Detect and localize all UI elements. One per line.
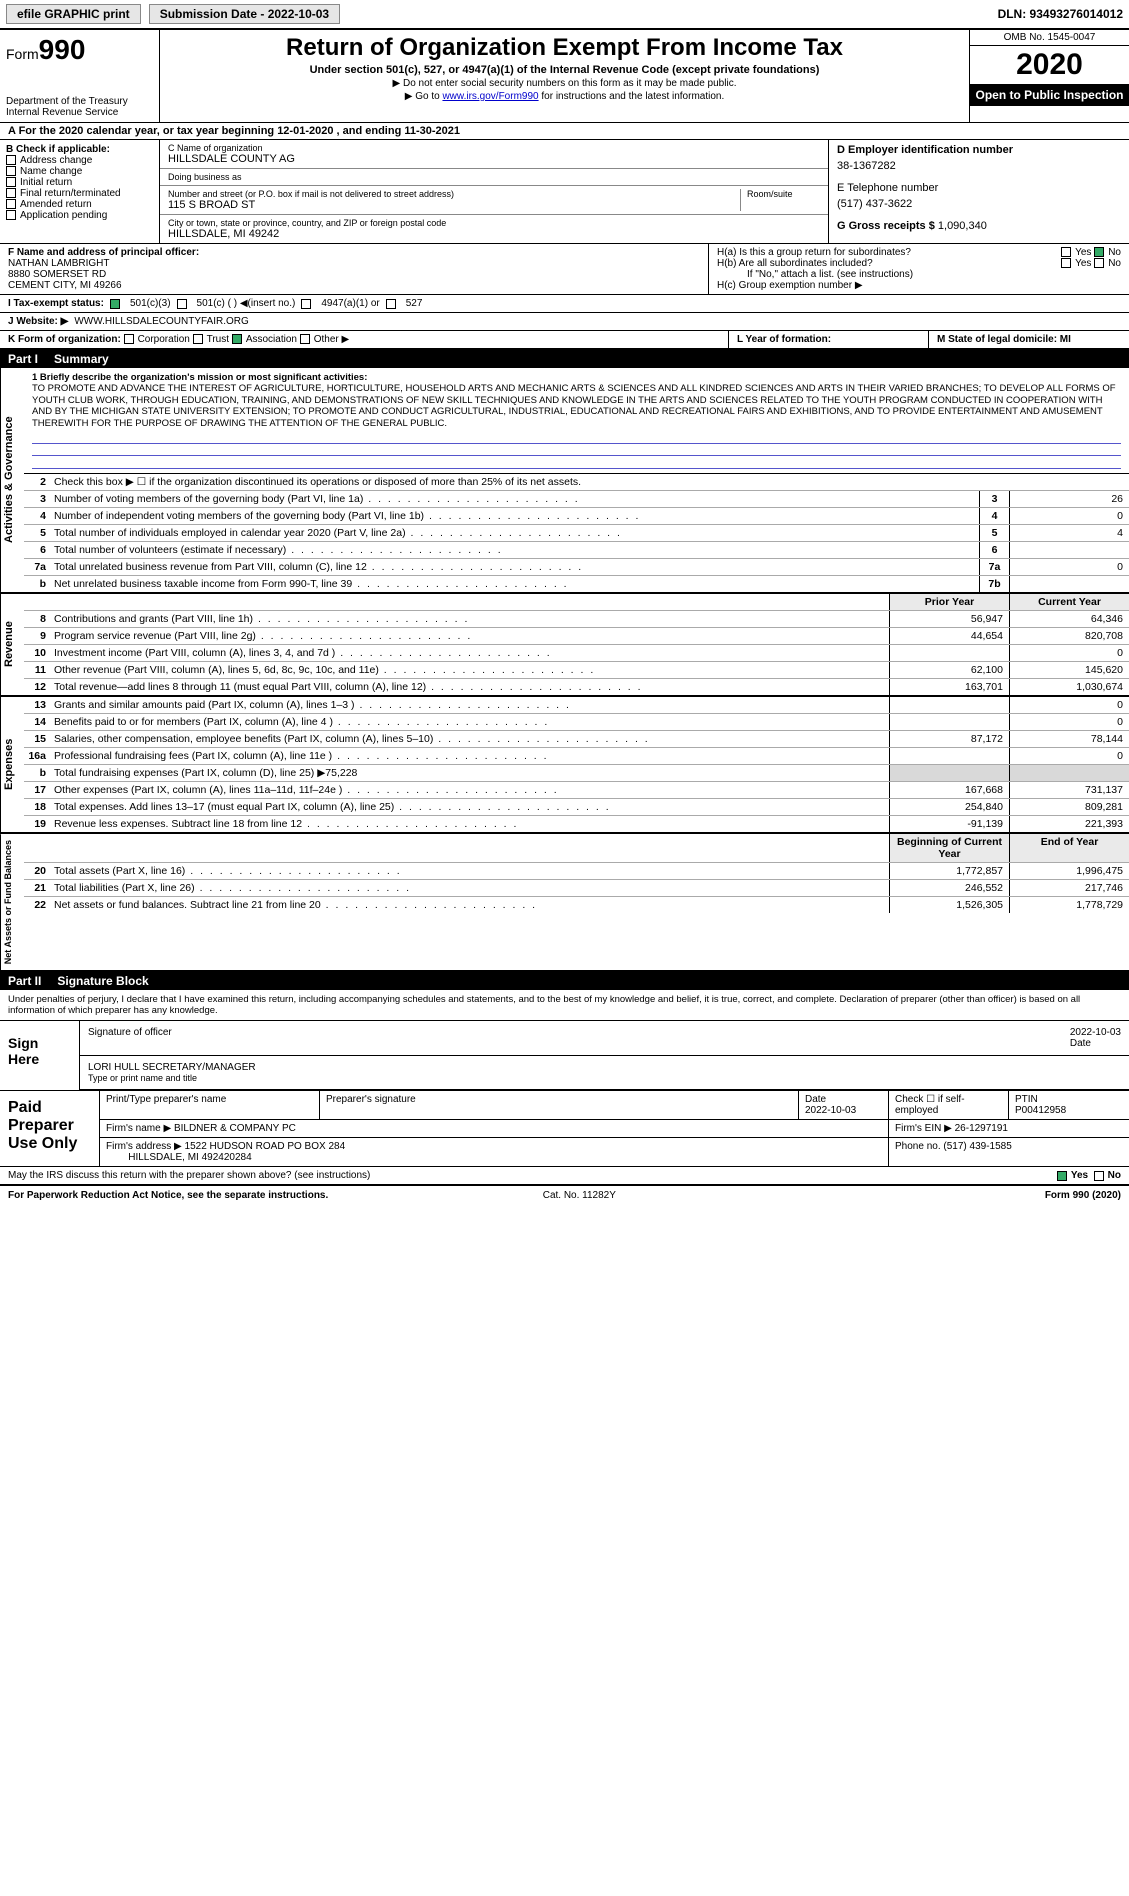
net-row: 21 Total liabilities (Part X, line 26) 2… xyxy=(24,880,1129,897)
sign-here-row: Sign Here Signature of officer 2022-10-0… xyxy=(0,1021,1129,1090)
rev-row: 9 Program service revenue (Part VIII, li… xyxy=(24,628,1129,645)
klm-row: K Form of organization: Corporation Trus… xyxy=(0,331,1129,350)
tax-exempt-row: I Tax-exempt status: 501(c)(3) 501(c) ( … xyxy=(0,295,1129,313)
officer-name: NATHAN LAMBRIGHT xyxy=(8,258,700,269)
exp-row: 16a Professional fundraising fees (Part … xyxy=(24,748,1129,765)
exp-row: 18 Total expenses. Add lines 13–17 (must… xyxy=(24,799,1129,816)
form-header: Form990 Department of the Treasury Inter… xyxy=(0,30,1129,123)
open-inspection: Open to Public Inspection xyxy=(970,84,1129,106)
form-note-ssn: ▶ Do not enter social security numbers o… xyxy=(170,78,959,89)
preparer-block: Paid Preparer Use Only Print/Type prepar… xyxy=(0,1090,1129,1167)
rev-row: 11 Other revenue (Part VIII, column (A),… xyxy=(24,662,1129,679)
blank-lines xyxy=(32,433,1121,469)
submission-date: Submission Date - 2022-10-03 xyxy=(149,4,340,24)
mission: 1 Briefly describe the organization's mi… xyxy=(24,368,1129,474)
exp-row: 14 Benefits paid to or for members (Part… xyxy=(24,714,1129,731)
gov-row: 5 Total number of individuals employed i… xyxy=(24,525,1129,542)
form-number: Form990 xyxy=(6,34,153,66)
gov-row: 4 Number of independent voting members o… xyxy=(24,508,1129,525)
part2-header: Part II Signature Block xyxy=(0,972,1129,990)
top-bar: efile GRAPHIC print Submission Date - 20… xyxy=(0,0,1129,30)
firm-name: BILDNER & COMPANY PC xyxy=(174,1123,296,1134)
gov-row: b Net unrelated business taxable income … xyxy=(24,576,1129,592)
rev-row: 12 Total revenue—add lines 8 through 11 … xyxy=(24,679,1129,695)
exp-row: 13 Grants and similar amounts paid (Part… xyxy=(24,697,1129,714)
section-fh: F Name and address of principal officer:… xyxy=(0,244,1129,295)
discuss-row: May the IRS discuss this return with the… xyxy=(0,1167,1129,1186)
org-city: HILLSDALE, MI 49242 xyxy=(168,228,820,240)
website-row: J Website: ▶ WWW.HILLSDALECOUNTYFAIR.ORG xyxy=(0,313,1129,331)
part1-header: Part I Summary xyxy=(0,350,1129,368)
officer-sig: LORI HULL SECRETARY/MANAGER xyxy=(88,1062,1121,1073)
exp-row: 17 Other expenses (Part IX, column (A), … xyxy=(24,782,1129,799)
org-name: HILLSDALE COUNTY AG xyxy=(168,153,820,165)
phone: (517) 437-3622 xyxy=(837,198,1121,210)
gov-strip: Activities & Governance xyxy=(0,368,24,592)
form-note-link: ▶ Go to www.irs.gov/Form990 for instruct… xyxy=(170,91,959,102)
form-title: Return of Organization Exempt From Incom… xyxy=(170,34,959,62)
tax-period: A For the 2020 calendar year, or tax yea… xyxy=(0,123,1129,140)
gov-row: 6 Total number of volunteers (estimate i… xyxy=(24,542,1129,559)
omb-number: OMB No. 1545-0047 xyxy=(970,30,1129,46)
governance-block: Activities & Governance 1 Briefly descri… xyxy=(0,368,1129,594)
col-c: C Name of organization HILLSDALE COUNTY … xyxy=(160,140,829,243)
rev-row: 8 Contributions and grants (Part VIII, l… xyxy=(24,611,1129,628)
gov-row: 3 Number of voting members of the govern… xyxy=(24,491,1129,508)
form-subtitle: Under section 501(c), 527, or 4947(a)(1)… xyxy=(170,64,959,76)
irs-link[interactable]: www.irs.gov/Form990 xyxy=(442,91,538,102)
col-deg: D Employer identification number 38-1367… xyxy=(829,140,1129,243)
exp-row: b Total fundraising expenses (Part IX, c… xyxy=(24,765,1129,782)
ein: 38-1367282 xyxy=(837,160,1121,172)
org-street: 115 S BROAD ST xyxy=(168,199,740,211)
website: WWW.HILLSDALECOUNTYFAIR.ORG xyxy=(74,316,248,327)
gov-row: 7a Total unrelated business revenue from… xyxy=(24,559,1129,576)
dept-label: Department of the Treasury Internal Reve… xyxy=(6,96,153,118)
col-b: B Check if applicable: Address change Na… xyxy=(0,140,160,243)
net-row: 22 Net assets or fund balances. Subtract… xyxy=(24,897,1129,913)
exp-row: 19 Revenue less expenses. Subtract line … xyxy=(24,816,1129,832)
revenue-block: Revenue Prior YearCurrent Year 8 Contrib… xyxy=(0,594,1129,697)
gross-receipts: 1,090,340 xyxy=(938,220,987,232)
efile-label: efile GRAPHIC print xyxy=(6,4,141,24)
section-bcd: B Check if applicable: Address change Na… xyxy=(0,140,1129,244)
rev-row: 10 Investment income (Part VIII, column … xyxy=(24,645,1129,662)
expenses-block: Expenses 13 Grants and similar amounts p… xyxy=(0,697,1129,834)
netassets-block: Net Assets or Fund Balances Beginning of… xyxy=(0,834,1129,972)
net-row: 20 Total assets (Part X, line 16) 1,772,… xyxy=(24,863,1129,880)
exp-row: 15 Salaries, other compensation, employe… xyxy=(24,731,1129,748)
dln: DLN: 93493276014012 xyxy=(998,7,1123,21)
declaration: Under penalties of perjury, I declare th… xyxy=(0,990,1129,1021)
page-footer: For Paperwork Reduction Act Notice, see … xyxy=(0,1186,1129,1205)
tax-year: 2020 xyxy=(970,46,1129,84)
